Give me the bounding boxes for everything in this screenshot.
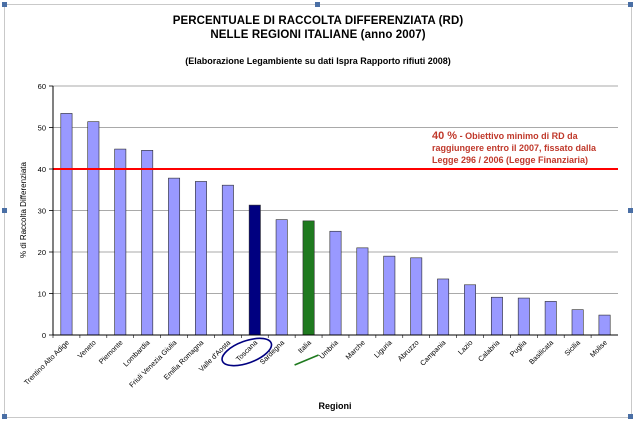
y-tick-label: 20 (38, 248, 46, 257)
bar-lazio (464, 284, 476, 336)
x-tick-label: Lazio (456, 338, 475, 357)
x-tick-label: Molise (588, 338, 609, 359)
bar-trentino-alto-adige (60, 113, 73, 336)
target-annotation-line-3: Legge 296 / 2006 (Legge Finanziaria) (432, 155, 588, 165)
chart-title-line-1: PERCENTUALE DI RACCOLTA DIFFERENZIATA (R… (172, 15, 464, 27)
x-tick-label: Italia (296, 338, 313, 355)
bar-liguria (383, 255, 396, 336)
bar-basilicata (544, 301, 557, 336)
x-tick-label: Trentino Alto Adige (22, 338, 71, 387)
y-tick-label: 10 (38, 290, 46, 299)
bar-calabria (490, 296, 503, 336)
target-annotation-text-1: - Obiettivo minimo di RD da (457, 131, 578, 141)
y-tick-label: 0 (42, 331, 46, 340)
target-annotation-strong: 40 % (432, 130, 457, 142)
resize-handle-bottom-right[interactable] (628, 414, 633, 419)
bar-emilia-romagna (195, 181, 207, 336)
y-tick-label: 30 (38, 207, 46, 216)
target-annotation-line-2: raggiungere entro il 2007, fissato dalla (432, 143, 597, 153)
y-tick-label: 40 (38, 165, 46, 174)
x-tick-label: Abruzzo (396, 338, 421, 363)
resize-handle-bottom-left[interactable] (2, 414, 7, 419)
x-tick-label: Sicilia (562, 338, 582, 358)
bar-lombardia (141, 150, 154, 336)
bar-italia (302, 220, 315, 336)
y-tick-label: 60 (38, 82, 46, 91)
bar-friuli-venezia-giulia (168, 177, 181, 336)
chart-subtitle: (Elaborazione Legambiente su dati Ispra … (185, 56, 451, 66)
bar-puglia (517, 297, 530, 336)
x-tick-label: Friuli Venezia Giulia (127, 338, 178, 389)
x-tick-label: Marche (344, 338, 367, 361)
bar-veneto (87, 121, 100, 336)
y-tick-label: 50 (38, 124, 46, 133)
national-underline (294, 354, 319, 366)
chart-title-line-2: NELLE REGIONI ITALIANE (anno 2007) (210, 29, 426, 41)
x-tick-label: Puglia (508, 338, 528, 358)
x-tick-label: Campania (418, 338, 448, 368)
x-tick-label: Veneto (76, 338, 98, 360)
bar-sardegna (275, 219, 288, 336)
target-annotation-line-1: 40 % - Obiettivo minimo di RD da (432, 130, 579, 142)
x-tick-label: Sardegna (258, 338, 286, 366)
bar-piemonte (114, 148, 127, 336)
bar-abruzzo (410, 257, 423, 336)
x-tick-label: Basilicata (527, 338, 555, 366)
chart-titles: PERCENTUALE DI RACCOLTA DIFFERENZIATA (R… (0, 14, 636, 66)
y-axis-label: % di Raccolta Differenziata (19, 162, 28, 258)
resize-handle-middle-left[interactable] (2, 208, 7, 213)
bar-layer (53, 113, 618, 336)
bar-umbria (329, 230, 342, 336)
x-tick-label: Liguria (372, 338, 394, 360)
resize-handle-top-right[interactable] (628, 2, 633, 7)
highlight-ellipse (221, 337, 273, 367)
bar-campania (437, 278, 450, 336)
x-tick-label: Calabria (476, 338, 501, 363)
bar-toscana (248, 204, 261, 336)
bar-valle-d-aosta (221, 184, 234, 336)
bar-sicilia (571, 309, 584, 336)
resize-handle-middle-right[interactable] (628, 208, 633, 213)
x-axis-label: Regioni (319, 401, 352, 411)
bar-marche (356, 247, 369, 336)
x-tick-label: Umbria (317, 338, 340, 361)
bar-molise (598, 314, 611, 336)
resize-handle-top-left[interactable] (2, 2, 7, 7)
resize-handle-top-center[interactable] (315, 2, 320, 7)
